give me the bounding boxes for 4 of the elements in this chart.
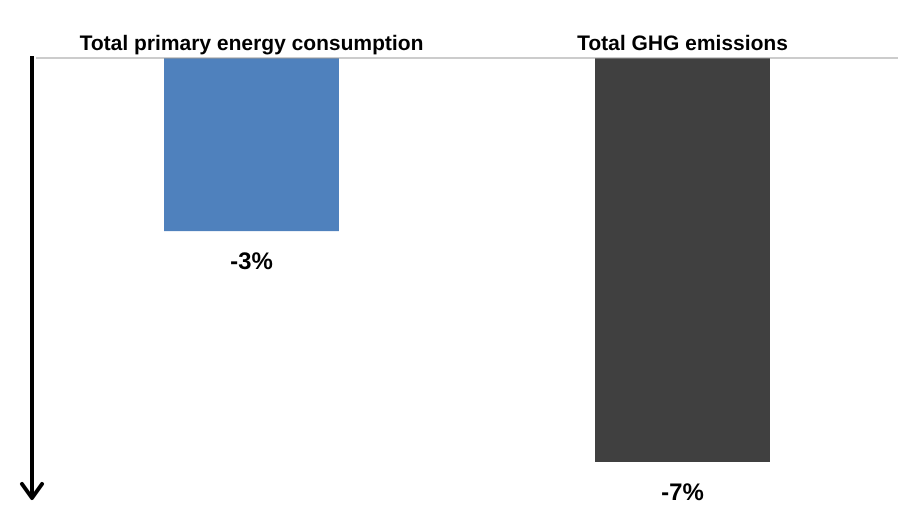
x-tick-label: Total GHG emissions: [577, 32, 788, 55]
data-label: -7%: [661, 479, 704, 506]
x-tick-label: Total primary energy consumption: [80, 32, 424, 55]
data-label: -3%: [230, 248, 273, 276]
